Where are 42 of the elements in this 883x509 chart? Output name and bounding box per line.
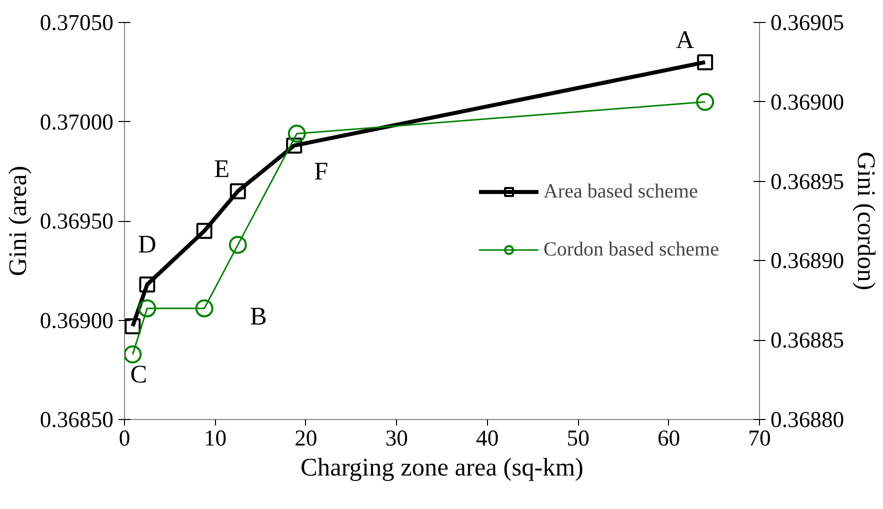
point bbox=[139, 276, 156, 293]
point bbox=[196, 222, 212, 239]
annotation: E bbox=[214, 155, 230, 184]
y-axis-title: Gini (area) bbox=[4, 166, 32, 276]
y-tick-label: 0.37050 bbox=[40, 10, 114, 35]
x-tick-label: 0 bbox=[118, 426, 130, 450]
x-tick-label: 70 bbox=[748, 426, 771, 450]
y2-tick-label: 0.36885 bbox=[770, 328, 844, 353]
x-tick-label: 10 bbox=[204, 426, 227, 450]
point bbox=[195, 299, 214, 318]
point bbox=[288, 124, 306, 143]
annotation: B bbox=[250, 302, 267, 330]
legend-label: Cordon based scheme bbox=[543, 238, 719, 261]
point bbox=[696, 92, 714, 111]
y-tick-label: 0.36850 bbox=[40, 407, 114, 432]
y2-tick-label: 0.36905 bbox=[770, 10, 844, 35]
point bbox=[286, 138, 302, 154]
y-tick-label: 0.37000 bbox=[40, 109, 114, 134]
point bbox=[124, 345, 142, 364]
point bbox=[228, 236, 247, 254]
legend-label: Area based scheme bbox=[543, 180, 698, 203]
x-tick-label: 40 bbox=[476, 426, 499, 450]
x-tick-label: 60 bbox=[657, 426, 680, 450]
x-tick-label: 50 bbox=[566, 426, 590, 450]
x-tick-label: 30 bbox=[385, 426, 408, 450]
y2-tick-label: 0.36900 bbox=[770, 89, 844, 114]
y2-tick-label: 0.36895 bbox=[770, 168, 844, 194]
annotation: D bbox=[138, 230, 156, 259]
point bbox=[138, 299, 156, 318]
annotation: F bbox=[314, 158, 328, 186]
y2-axis-title: Gini (cordon) bbox=[852, 152, 880, 290]
y2-tick-label: 0.36880 bbox=[770, 407, 844, 432]
y2-tick-label: 0.36890 bbox=[770, 248, 844, 274]
annotation: A bbox=[676, 26, 695, 54]
annotation: C bbox=[130, 360, 148, 388]
point bbox=[230, 183, 246, 200]
y-tick-label: 0.36950 bbox=[40, 208, 114, 234]
x-tick-label: 20 bbox=[294, 426, 318, 450]
point bbox=[124, 318, 141, 334]
x-axis-title: Charging zone area (sq-km) bbox=[300, 454, 584, 482]
y-tick-label: 0.36900 bbox=[40, 308, 114, 333]
point bbox=[697, 54, 714, 70]
